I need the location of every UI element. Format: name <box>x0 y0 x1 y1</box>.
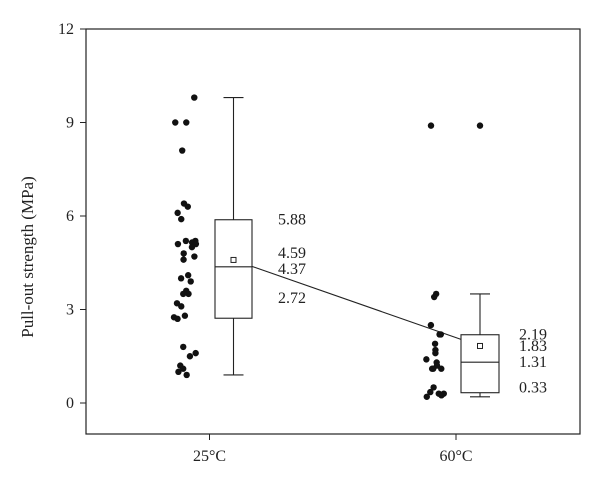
data-point <box>175 368 182 376</box>
stat-label-q1: 0.33 <box>519 380 547 397</box>
data-point <box>430 293 438 301</box>
data-point <box>177 275 185 282</box>
y-tick-label: 12 <box>58 21 74 38</box>
x-axis: 25°C 60°C <box>193 434 473 465</box>
stat-label-median: 1.31 <box>519 354 547 371</box>
data-point <box>191 94 198 101</box>
data-point <box>180 290 187 298</box>
stat-label-mean: 1.83 <box>519 338 547 355</box>
y-tick-label: 9 <box>66 115 74 132</box>
data-point <box>191 253 198 260</box>
data-point <box>427 388 434 396</box>
data-point <box>181 312 189 319</box>
iqr-box <box>214 219 253 319</box>
data-point <box>436 331 443 338</box>
stat-label-q3: 5.88 <box>278 212 306 229</box>
stat-label-q1: 2.72 <box>278 290 306 307</box>
plot-border <box>85 28 581 435</box>
y-axis: 0 3 6 9 12 <box>58 21 86 412</box>
data-point <box>184 203 191 210</box>
y-axis-title: Pull-out strength (MPa) <box>18 176 37 338</box>
data-point <box>178 215 185 223</box>
data-point <box>431 340 439 347</box>
data-point <box>427 122 435 129</box>
data-point <box>186 353 194 360</box>
data-point <box>438 365 445 372</box>
data-point <box>178 303 185 310</box>
stat-label-median: 4.37 <box>278 261 306 278</box>
x-tick-label: 25°C <box>193 448 226 465</box>
data-point <box>180 256 187 263</box>
data-point <box>427 321 435 329</box>
data-point <box>428 365 436 372</box>
data-point <box>423 356 430 363</box>
stat-label-q3: 2.19 <box>519 327 547 344</box>
data-point <box>185 290 192 298</box>
plot-frame <box>85 28 581 435</box>
data-point <box>188 243 196 251</box>
box-groups: 5.88 4.594.37 2.72 2.191.831.31 0.33 <box>170 94 547 400</box>
stat-label-mean: 4.59 <box>278 245 306 262</box>
y-tick-label: 0 <box>66 395 74 412</box>
data-point <box>174 315 181 323</box>
data-point <box>180 343 187 351</box>
data-point <box>192 349 199 357</box>
data-point <box>183 371 190 379</box>
data-point <box>183 119 190 126</box>
y-tick-label: 6 <box>66 208 74 225</box>
mean-marker <box>477 342 483 349</box>
outlier-point <box>476 122 484 129</box>
data-point <box>432 349 439 357</box>
data-point <box>182 237 190 245</box>
data-point <box>430 384 437 391</box>
data-point <box>174 209 181 217</box>
data-point <box>179 365 187 372</box>
data-point <box>184 272 192 279</box>
data-point <box>423 393 430 400</box>
data-point <box>438 392 445 399</box>
mean-marker <box>230 256 237 263</box>
box-group-0: 5.88 4.594.37 2.72 <box>170 94 306 379</box>
data-point <box>187 278 194 285</box>
data-point <box>172 119 179 126</box>
x-tick-label: 60°C <box>439 448 472 465</box>
data-point <box>174 240 182 248</box>
y-tick-label: 3 <box>66 302 74 319</box>
data-point <box>180 250 187 257</box>
data-point <box>179 147 186 154</box>
box-group-1: 2.191.831.31 0.33 <box>423 122 547 400</box>
iqr-box <box>460 334 500 394</box>
